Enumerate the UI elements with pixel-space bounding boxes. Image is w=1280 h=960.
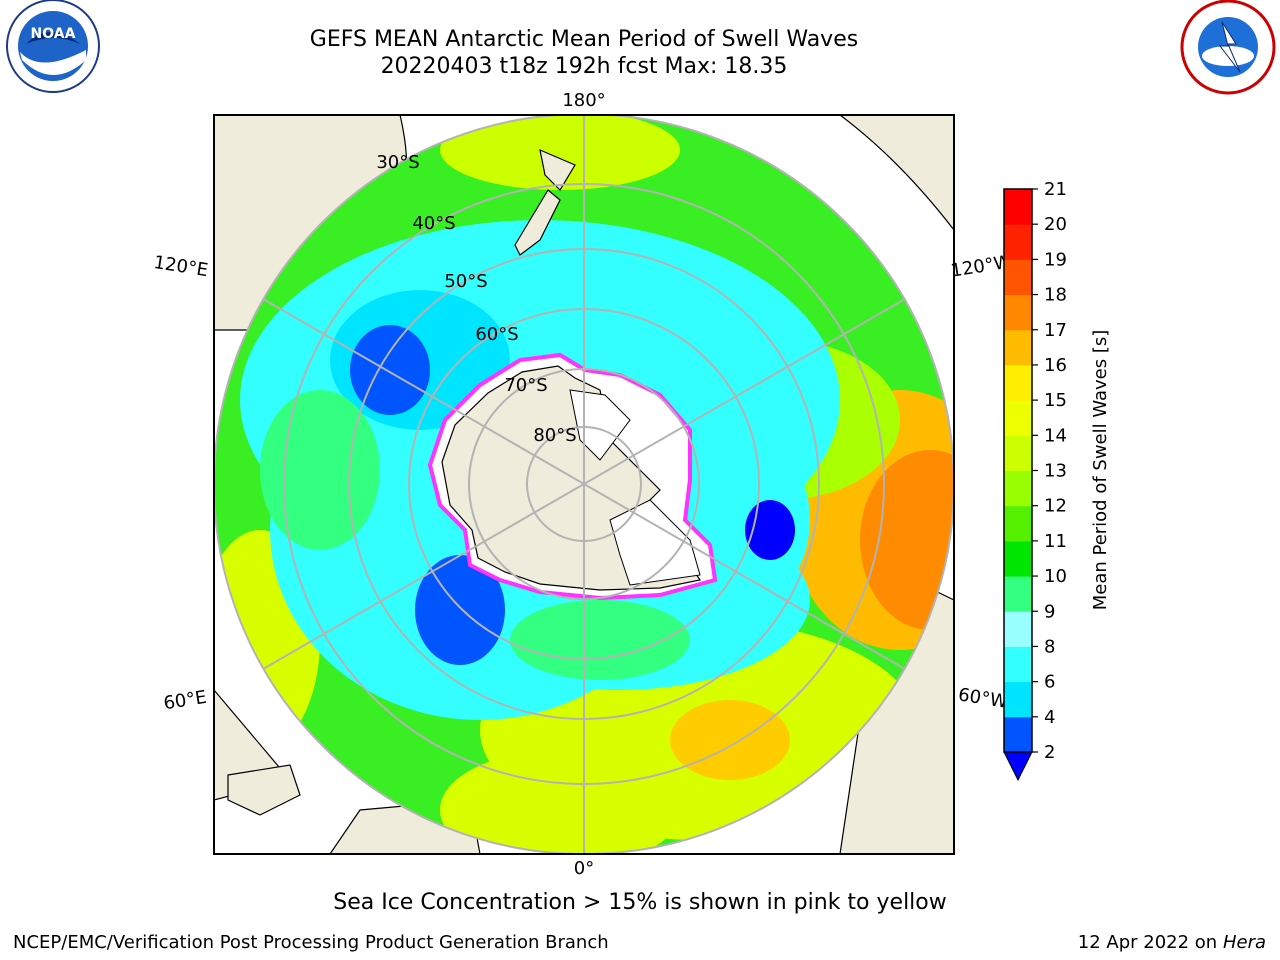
- colorbar-swatch: [1004, 294, 1032, 331]
- africa-island: [227, 764, 301, 816]
- colorbar-tick-label: 20: [1044, 214, 1067, 235]
- producer-credit: NCEP/EMC/Verification Post Processing Pr…: [13, 932, 609, 953]
- colorbar-tick-label: 6: [1044, 672, 1055, 693]
- colorbar-swatch: [1004, 576, 1032, 612]
- colorbar-tick-label: 8: [1044, 636, 1055, 657]
- lat-label-50s: 50°S: [444, 271, 487, 292]
- colorbar-tick-label: 15: [1044, 390, 1067, 411]
- colorbar-tick-label: 13: [1044, 461, 1067, 482]
- colorbar-tick-label: 11: [1044, 531, 1067, 552]
- colorbar-swatch: [1004, 681, 1032, 718]
- generation-date: 12 Apr 2022 on Hera: [1078, 932, 1266, 953]
- colorbar-tick-label: 9: [1044, 601, 1055, 622]
- colorbar-swatch: [1004, 646, 1032, 683]
- colorbar-tick-label: 17: [1044, 320, 1067, 341]
- lat-label-60s: 60°S: [475, 324, 518, 345]
- colorbar-tick-label: 19: [1044, 249, 1067, 270]
- lon-label-120e: 120°E: [152, 252, 209, 281]
- lat-label-30s: 30°S: [376, 152, 419, 173]
- colorbar-tick-label: 10: [1044, 566, 1067, 587]
- lon-label-180: 180°: [562, 90, 605, 111]
- colorbar-swatch: [1004, 400, 1032, 436]
- lon-label-60e: 60°E: [162, 687, 208, 715]
- sea-ice-note: Sea Ice Concentration > 15% is shown in …: [333, 890, 947, 915]
- colorbar-tick-label: 18: [1044, 285, 1067, 306]
- colorbar-swatch: [1004, 224, 1032, 260]
- colorbar-swatch: [1004, 470, 1032, 507]
- colorbar-label: Mean Period of Swell Waves [s]: [1090, 330, 1111, 611]
- weddell-ice-shelf: [609, 499, 701, 586]
- colorbar-swatch: [1004, 364, 1032, 401]
- chart-subtitle: 20220403 t18z 192h fcst Max: 18.35: [380, 54, 788, 79]
- colorbar-swatch: [1004, 611, 1032, 647]
- lat-label-80s: 80°S: [533, 425, 576, 446]
- colorbar-swatch: [1004, 435, 1032, 471]
- colorbar-swatch: [1004, 716, 1032, 753]
- colorbar-tick-label: 12: [1044, 496, 1067, 517]
- colorbar-swatch: [1004, 259, 1032, 296]
- map-frame: [213, 114, 955, 855]
- colorbar-tick-label: 16: [1044, 355, 1067, 376]
- noaa-logo: NOAA: [6, 0, 100, 93]
- noaa-logo-text: NOAA: [31, 26, 76, 42]
- colorbar-swatch: [1004, 189, 1032, 225]
- colorbar-swatch: [1004, 540, 1032, 577]
- colorbar-extend-arrow: [1003, 751, 1033, 782]
- chart-title: GEFS MEAN Antarctic Mean Period of Swell…: [309, 27, 859, 52]
- lon-label-60w: 60°W: [957, 684, 1010, 713]
- colorbar-tick-label: 4: [1044, 707, 1055, 728]
- colorbar: 2 4 6 8 9 10 11 12 13 14 15 16 17 18 19 20 21: [1003, 179, 1067, 782]
- colorbar-tick-label: 21: [1044, 179, 1067, 200]
- lat-label-70s: 70°S: [504, 375, 547, 396]
- lat-label-40s: 40°S: [412, 213, 455, 234]
- colorbar-swatch: [1004, 329, 1032, 366]
- lon-label-0: 0°: [574, 858, 594, 879]
- graticule: [214, 115, 954, 854]
- nws-logo: [1180, 0, 1276, 95]
- colorbar-tick-label: 2: [1044, 742, 1055, 763]
- colorbar-tick-label: 14: [1044, 425, 1067, 446]
- new-zealand-land: [514, 148, 576, 256]
- date-text: 12 Apr 2022 on: [1077, 932, 1223, 953]
- map-area: [214, 115, 954, 854]
- host-name: Hera: [1222, 932, 1266, 953]
- colorbar-swatch: [1004, 505, 1032, 542]
